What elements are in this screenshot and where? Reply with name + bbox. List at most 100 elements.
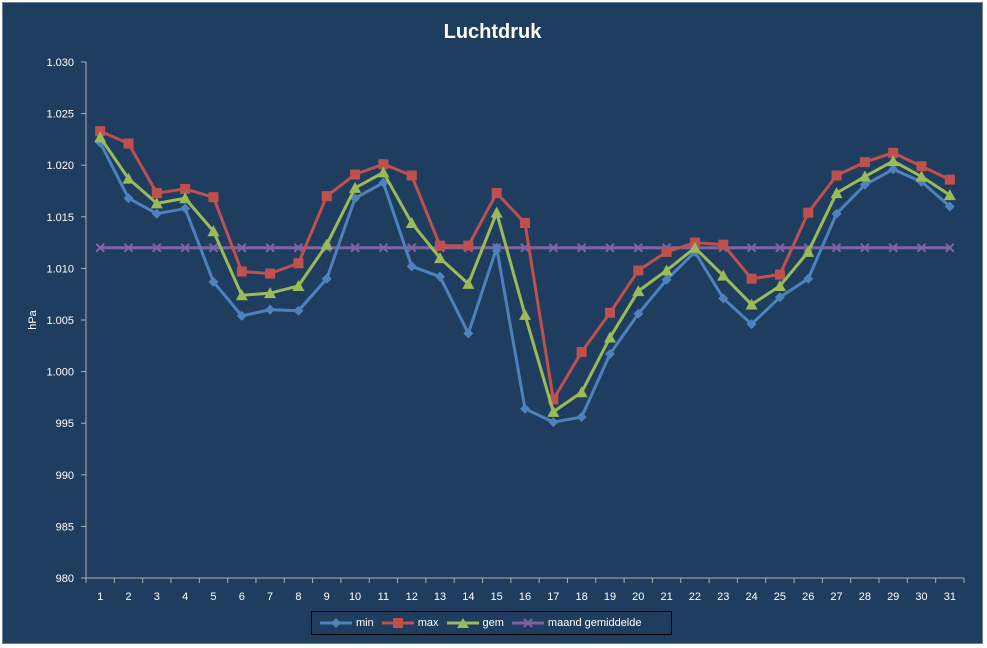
legend-gem-marker-icon — [446, 618, 479, 628]
data-point-gem — [405, 216, 418, 228]
legend-label-min: min — [356, 617, 374, 629]
data-point-max — [803, 207, 814, 218]
x-tick-label: 4 — [182, 591, 188, 603]
data-point-max — [151, 188, 162, 199]
data-point-gem — [802, 245, 815, 257]
x-tick-label: 29 — [887, 591, 899, 603]
data-point-gem — [122, 172, 135, 184]
data-point-max — [746, 273, 757, 284]
x-tick-label: 31 — [944, 591, 956, 603]
data-point-max — [831, 170, 842, 181]
data-point-min — [463, 328, 474, 339]
data-point-gem — [632, 285, 645, 297]
data-point-avg — [180, 243, 190, 253]
data-point-max — [576, 346, 587, 357]
x-tick-label: 8 — [295, 591, 301, 603]
data-point-avg — [237, 243, 247, 253]
data-point-avg — [152, 243, 162, 253]
legend-min-marker-icon — [320, 618, 352, 628]
data-point-min — [718, 293, 729, 304]
x-tick-label: 26 — [802, 591, 814, 603]
data-point-avg — [888, 243, 898, 253]
x-tick-label: 28 — [859, 591, 871, 603]
data-point-gem — [179, 192, 192, 204]
data-point-min — [661, 274, 672, 285]
data-point-avg — [746, 243, 757, 253]
x-tick-label: 15 — [491, 591, 503, 603]
legend-label-max: max — [417, 617, 439, 629]
data-point-min — [321, 273, 332, 284]
data-point-avg — [208, 243, 219, 253]
series-line-min — [98, 141, 951, 424]
data-point-min — [293, 305, 304, 316]
x-tick-label: 10 — [349, 591, 361, 603]
data-point-max — [208, 192, 219, 203]
x-tick-label: 25 — [774, 591, 786, 603]
data-point-gem — [830, 187, 843, 199]
data-point-gem — [94, 131, 107, 143]
x-tick-label: 5 — [210, 591, 216, 603]
legend-item-gem: gem — [445, 617, 504, 629]
data-point-avg — [123, 243, 134, 253]
data-point-gem — [773, 279, 786, 291]
data-point-gem — [207, 225, 220, 237]
data-point-gem — [150, 197, 163, 209]
x-tick-label: 2 — [125, 591, 131, 603]
data-point-max — [859, 157, 870, 168]
y-tick-label: 1.000 — [46, 367, 74, 379]
data-point-max — [916, 161, 927, 172]
data-point-gem — [575, 386, 588, 398]
data-point-gem — [943, 189, 956, 201]
data-point-gem — [745, 298, 758, 310]
x-tick-label: 11 — [378, 591, 389, 603]
data-point-max — [236, 266, 247, 277]
data-point-min — [435, 271, 446, 282]
data-point-max — [718, 239, 729, 250]
data-point-min — [803, 273, 814, 284]
data-point-gem — [915, 170, 928, 182]
data-point-min — [151, 208, 162, 219]
data-point-max — [180, 183, 191, 194]
data-point-min — [576, 412, 587, 423]
data-point-avg — [95, 243, 105, 253]
data-point-avg — [945, 243, 955, 253]
data-point-min — [633, 308, 644, 319]
data-point-max — [944, 174, 955, 185]
data-point-min — [774, 292, 785, 303]
data-point-min — [548, 417, 559, 428]
y-tick-label: 995 — [56, 418, 74, 430]
x-tick-label: 6 — [239, 591, 245, 603]
data-point-min — [491, 242, 502, 253]
data-point-avg — [407, 243, 417, 253]
data-point-max — [378, 159, 389, 170]
data-point-avg — [605, 243, 615, 253]
data-point-min — [265, 304, 276, 315]
x-tick-label: 27 — [830, 591, 842, 603]
data-point-min — [123, 193, 134, 204]
x-tick-label: 9 — [324, 591, 330, 603]
series-line-gem — [98, 136, 951, 414]
y-tick-label: 1.015 — [46, 212, 74, 224]
y-tick-label: 980 — [56, 573, 74, 585]
x-tick-label: 18 — [576, 591, 588, 603]
data-point-avg — [831, 243, 842, 253]
y-tick-label: 1.030 — [46, 57, 74, 69]
data-point-max — [888, 147, 899, 158]
x-tick-label: 24 — [745, 591, 757, 603]
data-point-gem — [519, 308, 531, 320]
data-point-min — [859, 179, 870, 190]
data-point-max — [661, 246, 672, 257]
data-point-gem — [264, 287, 277, 299]
data-point-max — [774, 269, 785, 280]
x-tick-label: 21 — [660, 591, 672, 603]
x-tick-label: 1 — [97, 591, 103, 603]
data-point-min — [746, 319, 757, 330]
x-tick-label: 13 — [434, 591, 446, 603]
data-point-avg — [265, 243, 275, 253]
data-point-gem — [858, 170, 871, 182]
data-point-max — [604, 307, 615, 318]
data-point-max — [406, 170, 417, 181]
data-point-min — [831, 208, 842, 219]
data-point-min — [208, 276, 219, 287]
chart-legend: min max gem maand gemiddelde — [311, 611, 672, 635]
